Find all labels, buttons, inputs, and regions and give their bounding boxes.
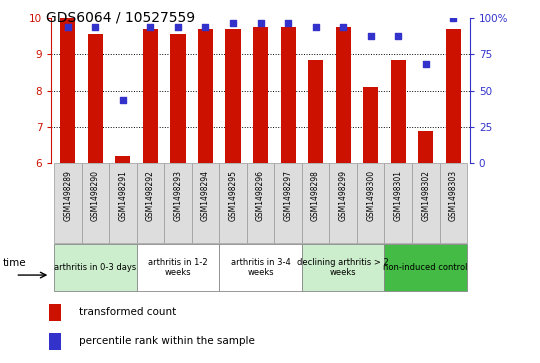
Bar [116, 156, 131, 163]
Point [311, 24, 320, 30]
Bar [335, 27, 350, 163]
FancyBboxPatch shape [54, 163, 82, 243]
Text: GSM1498296: GSM1498296 [256, 170, 265, 221]
FancyBboxPatch shape [274, 163, 302, 243]
FancyBboxPatch shape [302, 244, 384, 291]
Bar [363, 87, 378, 163]
FancyBboxPatch shape [82, 163, 109, 243]
Text: percentile rank within the sample: percentile rank within the sample [79, 337, 255, 346]
FancyBboxPatch shape [384, 244, 467, 291]
Point [256, 20, 265, 25]
Point [146, 24, 155, 30]
Bar [418, 131, 433, 163]
FancyBboxPatch shape [137, 244, 219, 291]
Text: declining arthritis > 2
weeks: declining arthritis > 2 weeks [298, 258, 389, 277]
Text: GSM1498293: GSM1498293 [173, 170, 183, 221]
Bar [390, 60, 406, 163]
Text: arthritis in 3-4
weeks: arthritis in 3-4 weeks [231, 258, 291, 277]
Bar [171, 34, 186, 163]
Text: time: time [3, 258, 26, 268]
Text: transformed count: transformed count [79, 307, 177, 318]
Bar [253, 27, 268, 163]
Text: GSM1498303: GSM1498303 [449, 170, 458, 221]
Point [284, 20, 292, 25]
Point [366, 33, 375, 39]
FancyBboxPatch shape [109, 163, 137, 243]
Point [229, 20, 238, 25]
Text: arthritis in 0-3 days: arthritis in 0-3 days [54, 263, 137, 272]
Text: GSM1498298: GSM1498298 [311, 170, 320, 221]
FancyBboxPatch shape [219, 163, 247, 243]
Point [394, 33, 402, 39]
Point [119, 97, 127, 103]
Bar [143, 29, 158, 163]
Point [91, 24, 100, 30]
FancyBboxPatch shape [302, 163, 329, 243]
Bar [198, 29, 213, 163]
Bar [49, 304, 60, 321]
Text: GSM1498289: GSM1498289 [63, 170, 72, 221]
Text: GSM1498292: GSM1498292 [146, 170, 155, 221]
Text: GSM1498291: GSM1498291 [118, 170, 127, 221]
FancyBboxPatch shape [412, 163, 440, 243]
Bar [88, 34, 103, 163]
Point [174, 24, 183, 30]
Text: GSM1498290: GSM1498290 [91, 170, 100, 221]
Text: GSM1498300: GSM1498300 [366, 170, 375, 221]
FancyBboxPatch shape [164, 163, 192, 243]
Bar [225, 29, 241, 163]
Point [339, 24, 347, 30]
Text: GSM1498299: GSM1498299 [339, 170, 348, 221]
FancyBboxPatch shape [329, 163, 357, 243]
Text: GDS6064 / 10527559: GDS6064 / 10527559 [46, 11, 195, 25]
Bar [60, 18, 76, 163]
Point [421, 61, 430, 66]
FancyBboxPatch shape [357, 163, 384, 243]
Text: non-induced control: non-induced control [383, 263, 468, 272]
Text: arthritis in 1-2
weeks: arthritis in 1-2 weeks [148, 258, 208, 277]
FancyBboxPatch shape [54, 244, 137, 291]
FancyBboxPatch shape [247, 163, 274, 243]
Bar [446, 29, 461, 163]
Text: GSM1498302: GSM1498302 [421, 170, 430, 221]
FancyBboxPatch shape [192, 163, 219, 243]
Bar [49, 333, 60, 350]
Bar [308, 60, 323, 163]
FancyBboxPatch shape [219, 244, 302, 291]
FancyBboxPatch shape [137, 163, 164, 243]
Point [201, 24, 210, 30]
Text: GSM1498297: GSM1498297 [284, 170, 293, 221]
Text: GSM1498301: GSM1498301 [394, 170, 403, 221]
Text: GSM1498295: GSM1498295 [228, 170, 238, 221]
Point [64, 24, 72, 30]
Bar [280, 27, 296, 163]
Point [449, 15, 457, 21]
Text: GSM1498294: GSM1498294 [201, 170, 210, 221]
FancyBboxPatch shape [384, 163, 412, 243]
FancyBboxPatch shape [440, 163, 467, 243]
